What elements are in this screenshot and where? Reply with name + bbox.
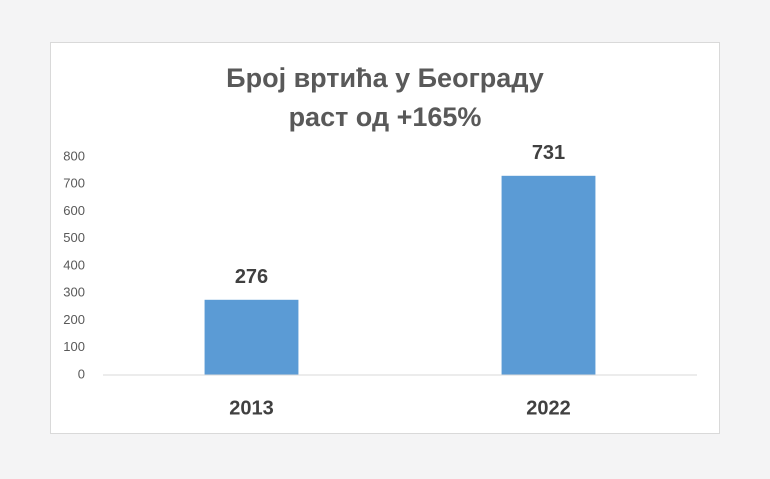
y-tick-label: 700 — [63, 176, 85, 191]
bar — [204, 299, 299, 375]
y-tick-label: 200 — [63, 312, 85, 327]
y-tick-label: 300 — [63, 285, 85, 300]
y-tick-label: 500 — [63, 230, 85, 245]
y-tick-label: 100 — [63, 339, 85, 354]
chart-area — [50, 42, 720, 434]
x-tick-label: 2022 — [526, 397, 571, 419]
y-tick-label: 400 — [63, 257, 85, 272]
y-tick-label: 600 — [63, 203, 85, 218]
chart-subtitle: раст од +165% — [289, 102, 482, 132]
y-tick-label: 0 — [78, 366, 85, 381]
y-tick-label: 800 — [63, 148, 85, 163]
value-label: 731 — [532, 142, 565, 164]
value-label: 276 — [235, 266, 268, 288]
x-tick-label: 2013 — [229, 397, 274, 419]
chart-title: Број вртића у Београду — [226, 63, 544, 93]
bar — [501, 175, 596, 375]
